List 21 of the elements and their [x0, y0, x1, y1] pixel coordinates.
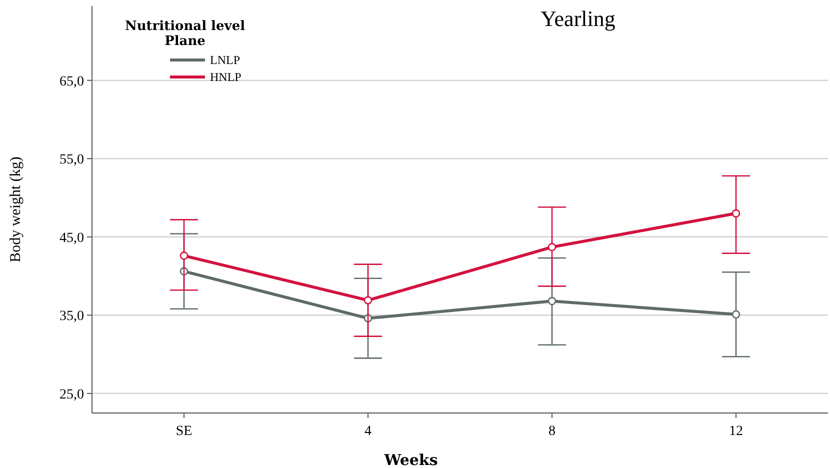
y-axis-title: Body weight (kg)	[8, 156, 24, 262]
legend-label: LNLP	[210, 53, 240, 68]
point	[732, 209, 740, 218]
y-tick-label: 55,0	[60, 152, 84, 168]
x-tick-label: SE	[176, 424, 192, 439]
x-axis-title: Weeks	[383, 451, 438, 468]
x-tick-label: 12	[729, 424, 743, 439]
legend-title: Nutritional level Plane	[124, 19, 246, 49]
point	[180, 252, 188, 260]
point	[364, 296, 372, 304]
y-tick-label: 65,0	[60, 74, 84, 90]
x-tick-label: 4	[364, 424, 372, 439]
point	[548, 242, 556, 252]
y-tick-label: 45,0	[60, 230, 84, 246]
point	[732, 310, 740, 319]
chart-title: Yearling	[540, 6, 616, 31]
x-tick-label: 8	[548, 424, 556, 439]
legend-label: HNLP	[210, 70, 242, 84]
y-tick-label: 35,0	[60, 309, 84, 324]
y-tick-label: 25,0	[60, 387, 84, 402]
point	[548, 296, 556, 306]
